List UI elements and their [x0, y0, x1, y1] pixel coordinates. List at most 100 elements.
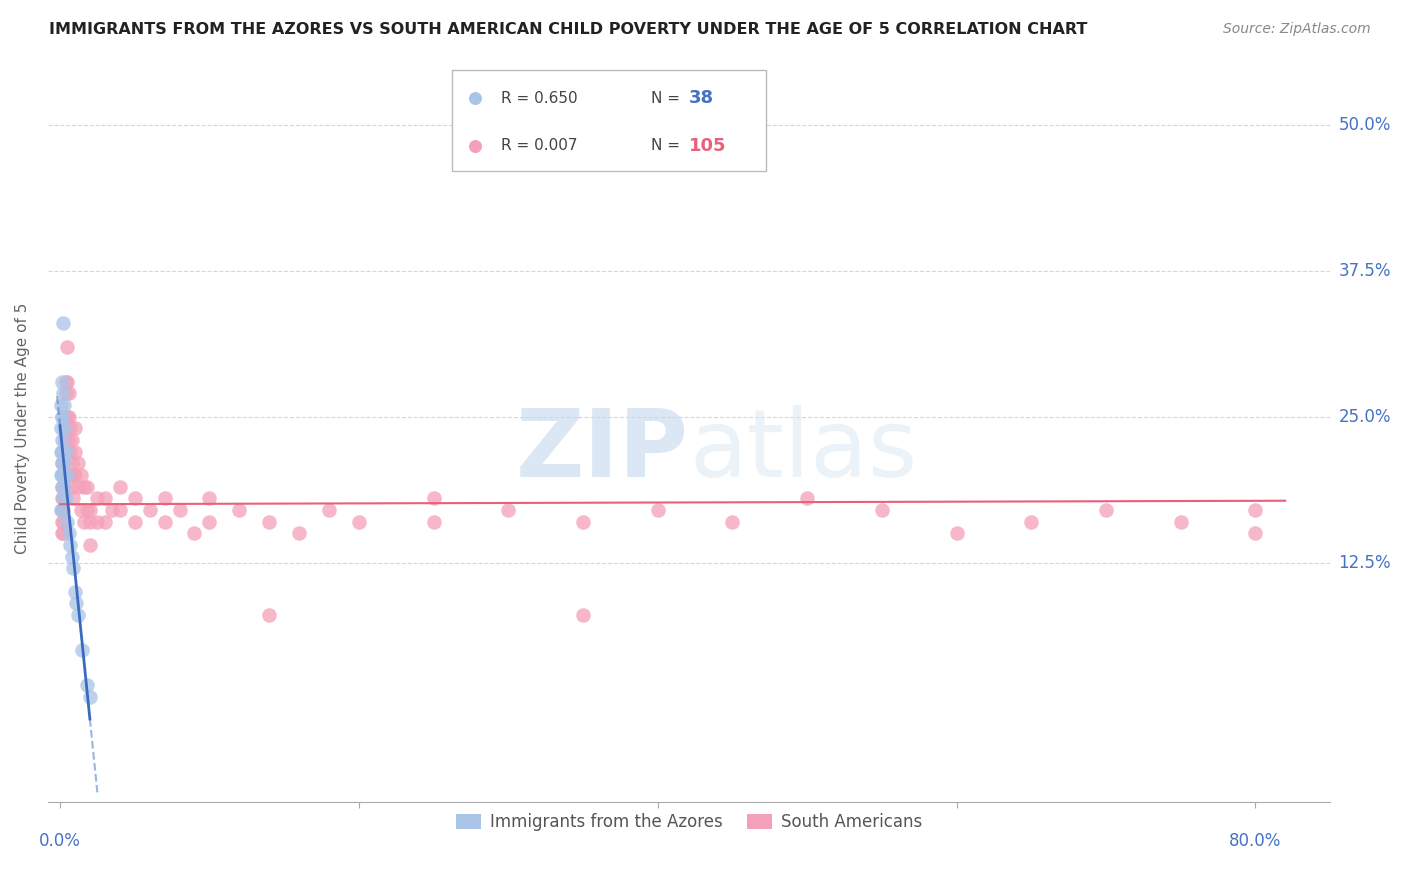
Point: [70, 468, 93, 483]
Point: [51, 444, 73, 458]
Text: N =: N =: [651, 138, 685, 153]
Point: [51, 457, 73, 471]
FancyBboxPatch shape: [451, 70, 766, 171]
Point: [63, 444, 86, 458]
Point: [183, 526, 205, 541]
Point: [73, 480, 96, 494]
Point: [86, 491, 108, 506]
Text: IMMIGRANTS FROM THE AZORES VS SOUTH AMERICAN CHILD POVERTY UNDER THE AGE OF 5 CO: IMMIGRANTS FROM THE AZORES VS SOUTH AMER…: [49, 22, 1088, 37]
Text: N =: N =: [651, 91, 685, 106]
Point: [124, 491, 146, 506]
Point: [56, 444, 79, 458]
Point: [198, 491, 221, 506]
Point: [60, 480, 83, 494]
Text: 0.0%: 0.0%: [39, 832, 82, 850]
Point: [49, 444, 72, 458]
Point: [51, 468, 73, 483]
Point: [572, 515, 595, 529]
Point: [257, 515, 280, 529]
Point: [55, 468, 77, 483]
Point: [51, 468, 73, 483]
Point: [58, 386, 80, 401]
Point: [60, 433, 83, 447]
Point: [76, 503, 98, 517]
Point: [63, 421, 86, 435]
Point: [79, 690, 101, 704]
Point: [945, 526, 967, 541]
Point: [55, 444, 77, 458]
Point: [49, 398, 72, 412]
Point: [796, 491, 818, 506]
Text: atlas: atlas: [689, 405, 917, 497]
Point: [63, 468, 86, 483]
Point: [56, 515, 79, 529]
Point: [53, 468, 76, 483]
Point: [1095, 503, 1118, 517]
Point: [1170, 515, 1192, 529]
Point: [51, 433, 73, 447]
Point: [72, 643, 94, 657]
Point: [62, 561, 84, 575]
Point: [51, 480, 73, 494]
Point: [52, 468, 75, 483]
Point: [1244, 526, 1267, 541]
Point: [62, 491, 84, 506]
Point: [52, 457, 75, 471]
Point: [51, 480, 73, 494]
Text: 12.5%: 12.5%: [1339, 554, 1391, 572]
Point: [347, 515, 370, 529]
Point: [153, 491, 176, 506]
Point: [55, 409, 77, 424]
Point: [49, 421, 72, 435]
Point: [52, 444, 75, 458]
Point: [318, 503, 340, 517]
Text: 38: 38: [689, 89, 714, 107]
Point: [1019, 515, 1042, 529]
Point: [79, 503, 101, 517]
Point: [59, 468, 82, 483]
Point: [59, 421, 82, 435]
Point: [572, 608, 595, 623]
Point: [496, 503, 519, 517]
Point: [51, 503, 73, 517]
Point: [66, 608, 89, 623]
Point: [53, 433, 76, 447]
Point: [153, 515, 176, 529]
Point: [647, 503, 669, 517]
Point: [60, 457, 83, 471]
Point: [108, 480, 131, 494]
Point: [55, 491, 77, 506]
Point: [51, 409, 73, 424]
Y-axis label: Child Poverty Under the Age of 5: Child Poverty Under the Age of 5: [15, 302, 30, 554]
Point: [94, 515, 117, 529]
Text: R = 0.650: R = 0.650: [501, 91, 578, 106]
Point: [63, 584, 86, 599]
Point: [56, 468, 79, 483]
Point: [51, 444, 73, 458]
Point: [53, 480, 76, 494]
Point: [52, 515, 75, 529]
Point: [721, 515, 744, 529]
Point: [76, 480, 98, 494]
Point: [101, 503, 124, 517]
Point: [66, 457, 89, 471]
Text: ZIP: ZIP: [516, 405, 689, 497]
Point: [55, 375, 77, 389]
Point: [257, 608, 280, 623]
Point: [56, 375, 79, 389]
Point: [422, 515, 444, 529]
Point: [228, 503, 250, 517]
Point: [51, 503, 73, 517]
Point: [86, 515, 108, 529]
Point: [288, 526, 311, 541]
Point: [52, 503, 75, 517]
Point: [52, 491, 75, 506]
Point: [53, 491, 76, 506]
Point: [53, 421, 76, 435]
Point: [79, 515, 101, 529]
Point: [59, 538, 82, 552]
Point: [52, 317, 75, 331]
Point: [124, 515, 146, 529]
Point: [52, 480, 75, 494]
Point: [52, 386, 75, 401]
